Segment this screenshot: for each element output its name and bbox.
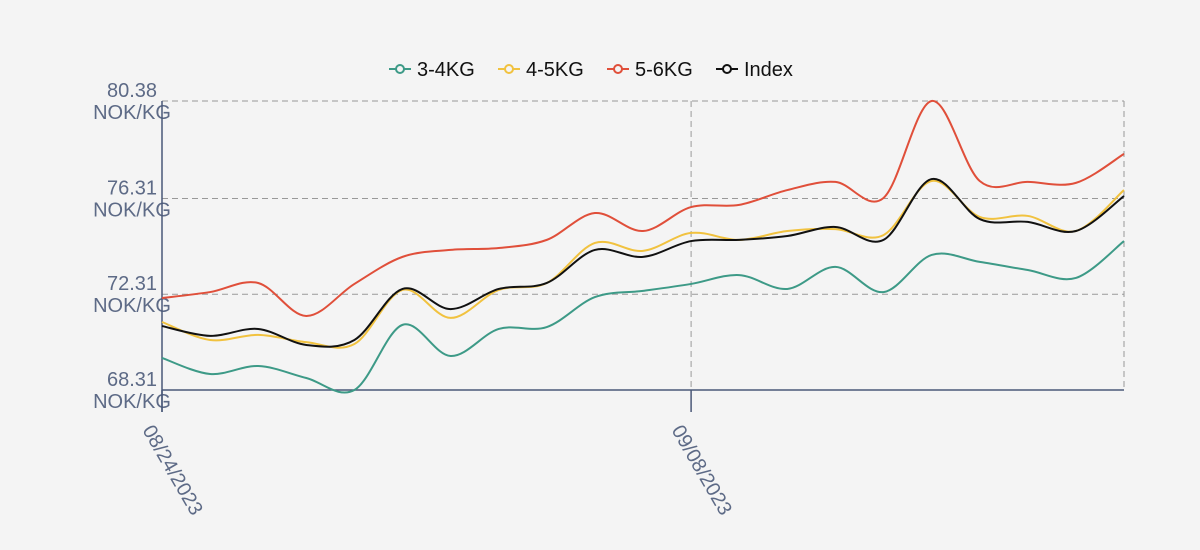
series-line (161, 179, 1125, 349)
legend-marker (504, 64, 514, 74)
series-line (161, 178, 1125, 348)
series-line (161, 240, 1125, 394)
legend-label: 5-6KG (635, 59, 693, 81)
legend-label: 3-4KG (417, 59, 475, 81)
legend-marker (722, 64, 732, 74)
y-tick-label: 68.31 NOK/KG (93, 369, 171, 413)
x-tick-label: 08/24/2023 (138, 422, 207, 520)
y-tick-label: 76.31 NOK/KG (93, 177, 171, 221)
x-tick-label: 09/08/2023 (667, 422, 736, 520)
y-tick-label: 80.38 NOK/KG (93, 80, 171, 124)
legend-marker (613, 64, 623, 74)
legend-label: Index (744, 59, 793, 81)
series-line (161, 100, 1125, 318)
legend-label: 4-5KG (526, 59, 584, 81)
y-tick-label: 72.31 NOK/KG (93, 273, 171, 317)
legend-marker (395, 64, 405, 74)
